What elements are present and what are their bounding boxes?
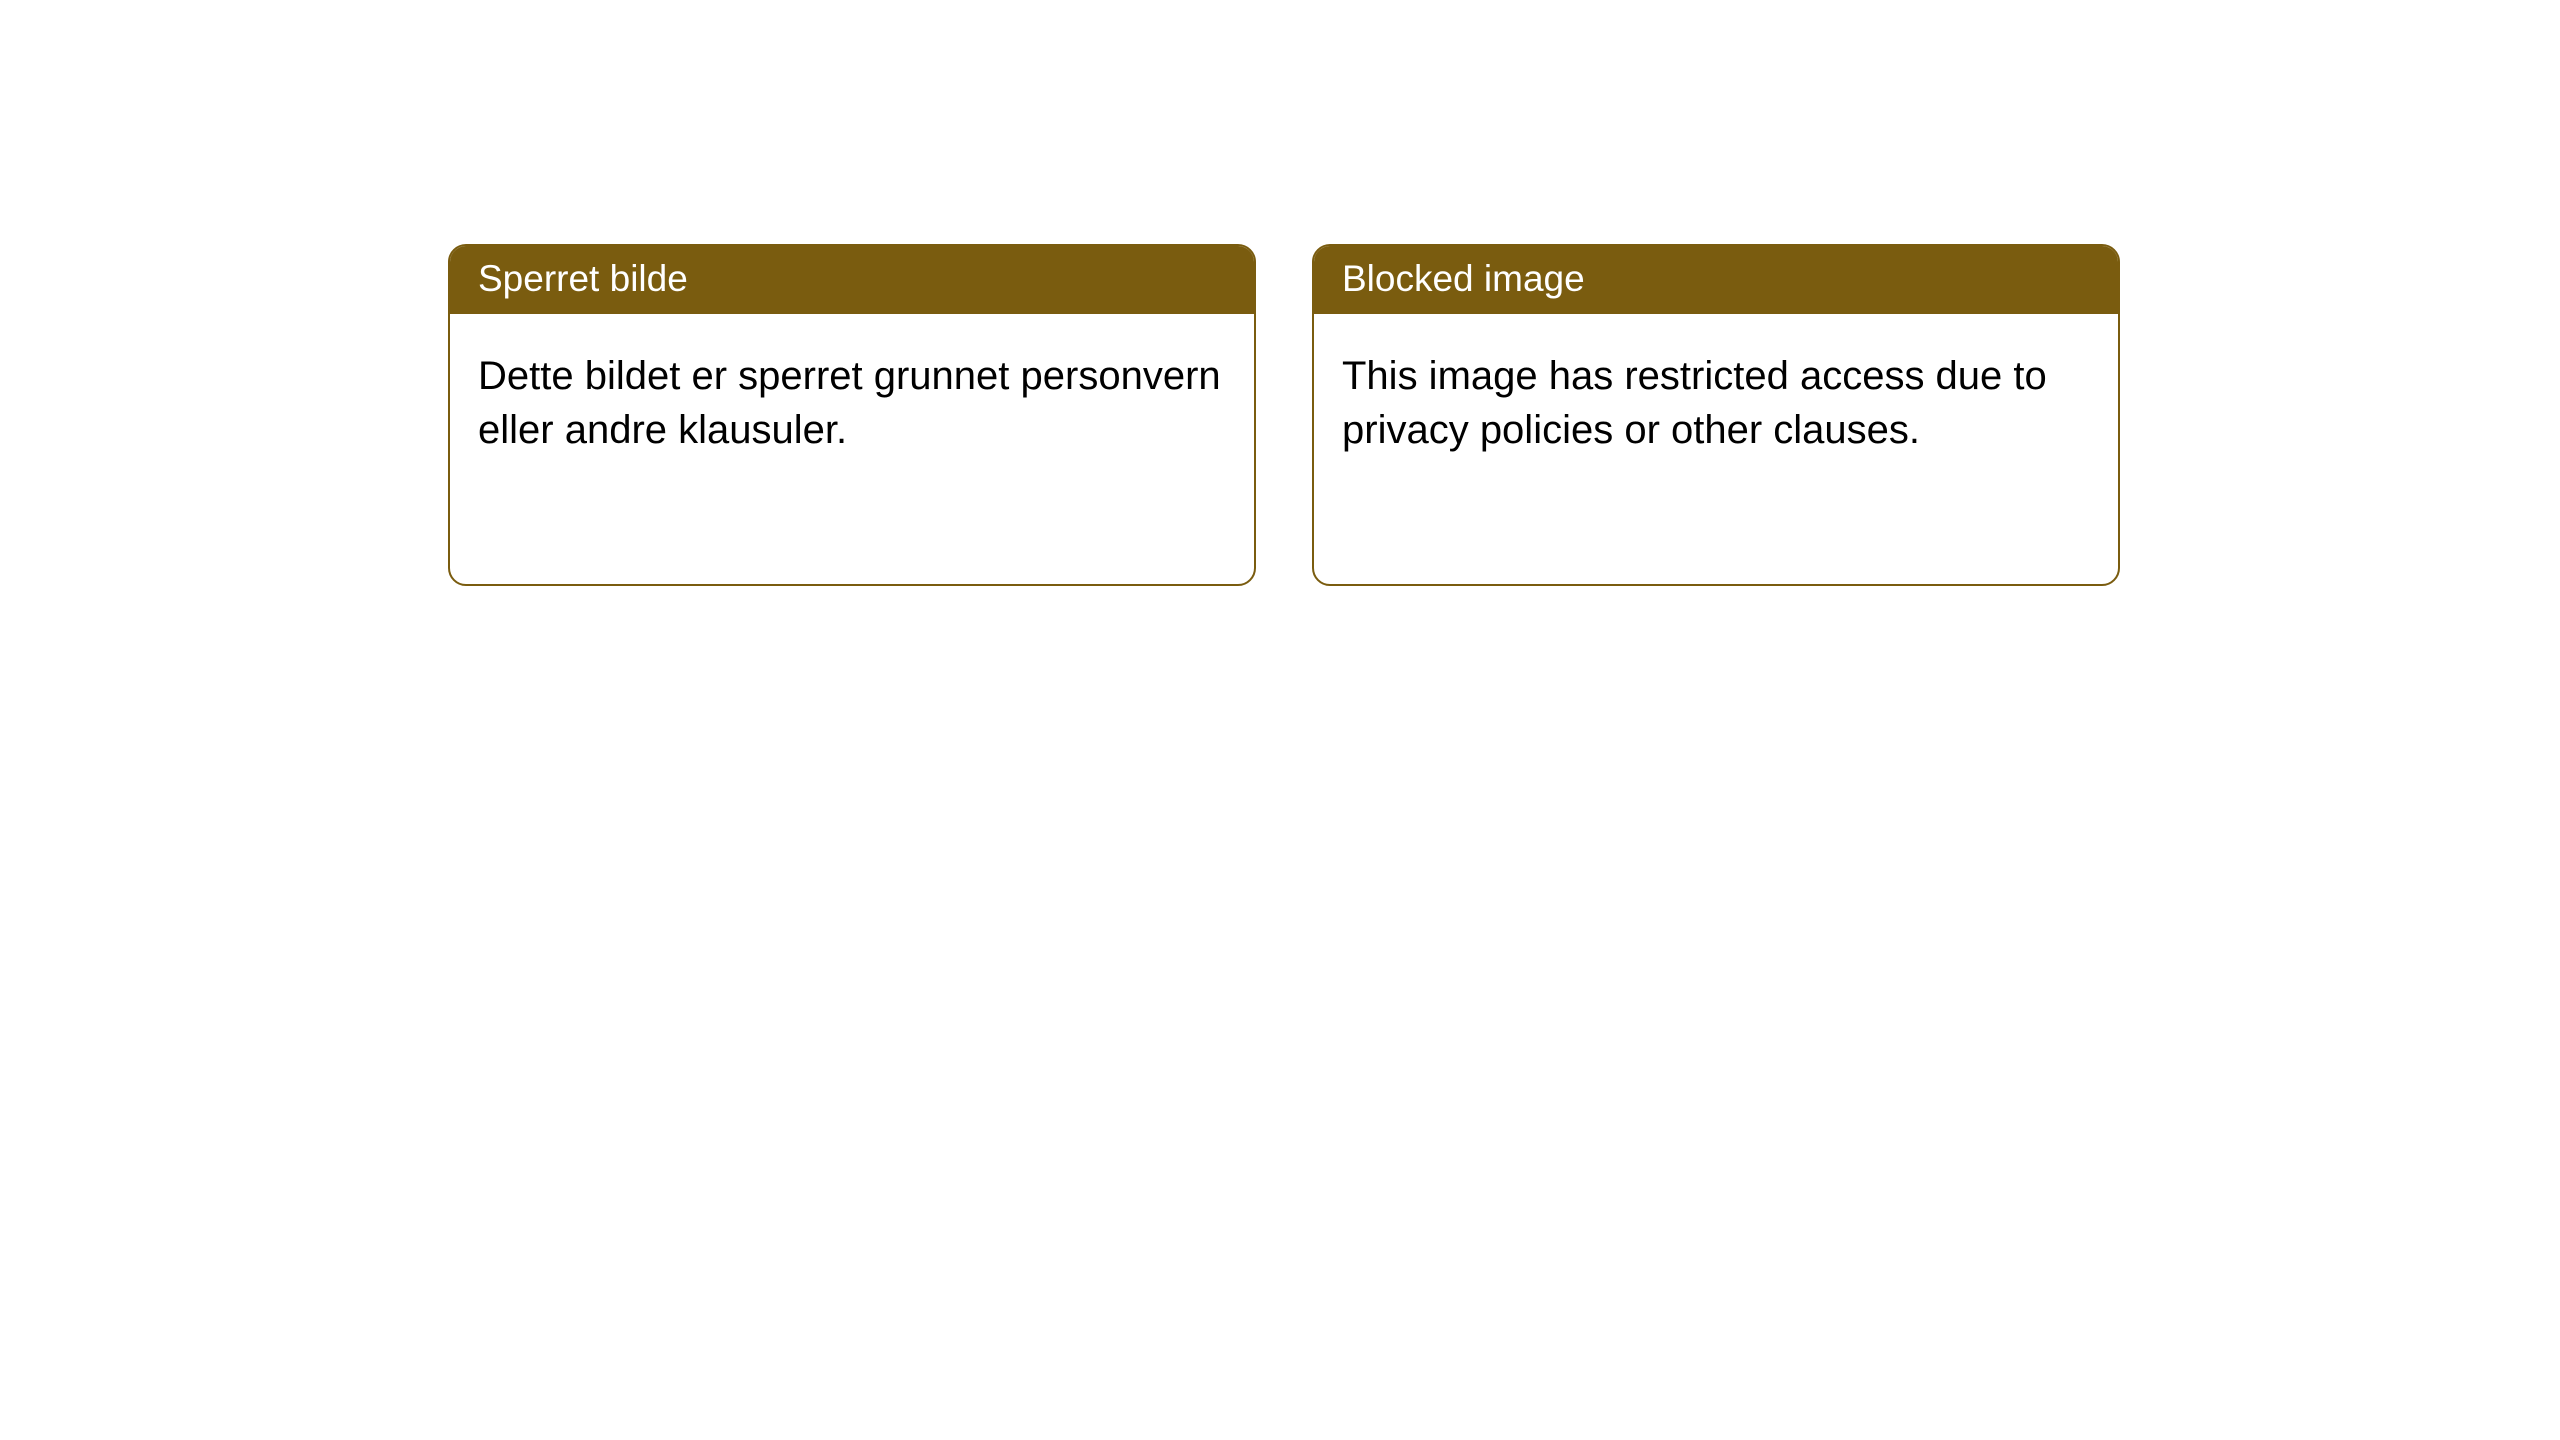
notice-card-english: Blocked image This image has restricted … bbox=[1312, 244, 2120, 586]
notice-container: Sperret bilde Dette bildet er sperret gr… bbox=[448, 244, 2120, 586]
notice-body: This image has restricted access due to … bbox=[1314, 314, 2118, 584]
notice-body: Dette bildet er sperret grunnet personve… bbox=[450, 314, 1254, 584]
notice-header: Blocked image bbox=[1314, 246, 2118, 314]
notice-header: Sperret bilde bbox=[450, 246, 1254, 314]
notice-card-norwegian: Sperret bilde Dette bildet er sperret gr… bbox=[448, 244, 1256, 586]
